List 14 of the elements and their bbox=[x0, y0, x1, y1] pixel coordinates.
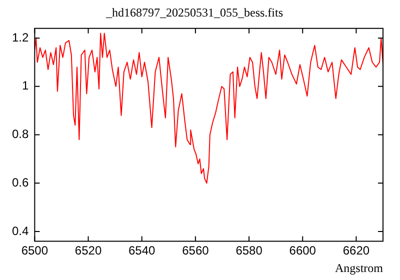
y-tick-label: 0.4 bbox=[12, 224, 29, 238]
x-tick-label: 6600 bbox=[289, 244, 316, 258]
y-tick-label: 1 bbox=[22, 78, 29, 93]
y-tick-label: 0.8 bbox=[12, 127, 29, 142]
x-tick-label: 6500 bbox=[21, 244, 48, 258]
y-tick-label: 1.2 bbox=[12, 30, 29, 44]
y-tick-label: 0.6 bbox=[12, 175, 29, 190]
x-tick-label: 6520 bbox=[74, 244, 102, 258]
x-tick-label: 6560 bbox=[182, 244, 210, 258]
x-tick-label: 6620 bbox=[342, 244, 370, 258]
x-tick-label: 6580 bbox=[236, 244, 263, 258]
chart-title: _hd168797_20250531_055_bess.fits bbox=[105, 5, 284, 20]
x-axis-title: Angstrom bbox=[335, 260, 384, 275]
x-tick-label: 6540 bbox=[128, 244, 156, 258]
